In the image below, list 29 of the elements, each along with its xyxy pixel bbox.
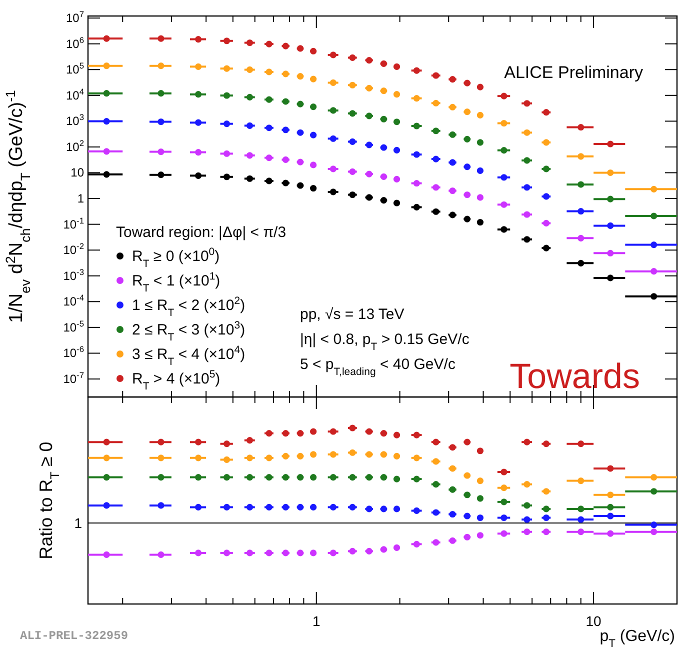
annotation: pp, √s = 13 TeV — [300, 306, 404, 323]
y-tick-label: 10$^{2}$ — [66, 138, 84, 154]
y-tick-label: 1 — [77, 192, 84, 206]
text: ALI-PREL-322959 — [20, 629, 128, 643]
annotation: 5 < p$_{T,leading}$ < 40 GeV/c — [300, 356, 456, 378]
legend-title: Toward region: |Δφ| < π/3 — [116, 224, 286, 241]
y-tick-label: 10$^{-4}$ — [63, 292, 84, 309]
y-tick-label: 10$^{-2}$ — [63, 241, 84, 258]
y-tick-label: 10$^{-1}$ — [63, 215, 84, 232]
legend-label: 2 ≤ R$_{T}$ < 3 (×10$^{3}$) — [132, 320, 246, 344]
annotation: |η| < 0.8, p$_{T}$ > 0.15 GeV/c — [300, 331, 470, 353]
y-tick-label: 10$^{6}$ — [66, 34, 84, 51]
y-tick-label: 10$^{3}$ — [66, 112, 84, 128]
y-tick-label: 10$^{-6}$ — [63, 344, 84, 360]
legend-label: 3 ≤ R$_{T}$ < 4 (×10$^{4}$) — [132, 344, 246, 368]
y-tick-label: 10$^{-5}$ — [63, 318, 84, 334]
y-tick-label: 10$^{-7}$ — [63, 370, 84, 386]
legend-label: R$_{T}$ ≥ 0 (×10$^{0}$) — [132, 246, 220, 270]
y-tick-label: 10$^{7}$ — [66, 9, 84, 26]
x-axis-title: p$_{T}$ (GeV/c) — [600, 628, 675, 650]
y-tick-label: 10$^{5}$ — [66, 60, 84, 77]
y-tick-label: 10 — [70, 166, 84, 180]
y-tick-label: 10$^{-3}$ — [63, 266, 84, 283]
y-tick-label: 10$^{4}$ — [66, 86, 84, 102]
legend-label: R$_{T}$ < 1 (×10$^{1}$) — [132, 270, 220, 294]
legend-label: R$_{T}$ > 4 (×10$^{5}$) — [132, 368, 220, 392]
annotation: ALICE Preliminary — [504, 63, 644, 82]
annotation: Towards — [510, 357, 640, 396]
legend-label: 1 ≤ R$_{T}$ < 2 (×10$^{2}$) — [132, 295, 246, 319]
